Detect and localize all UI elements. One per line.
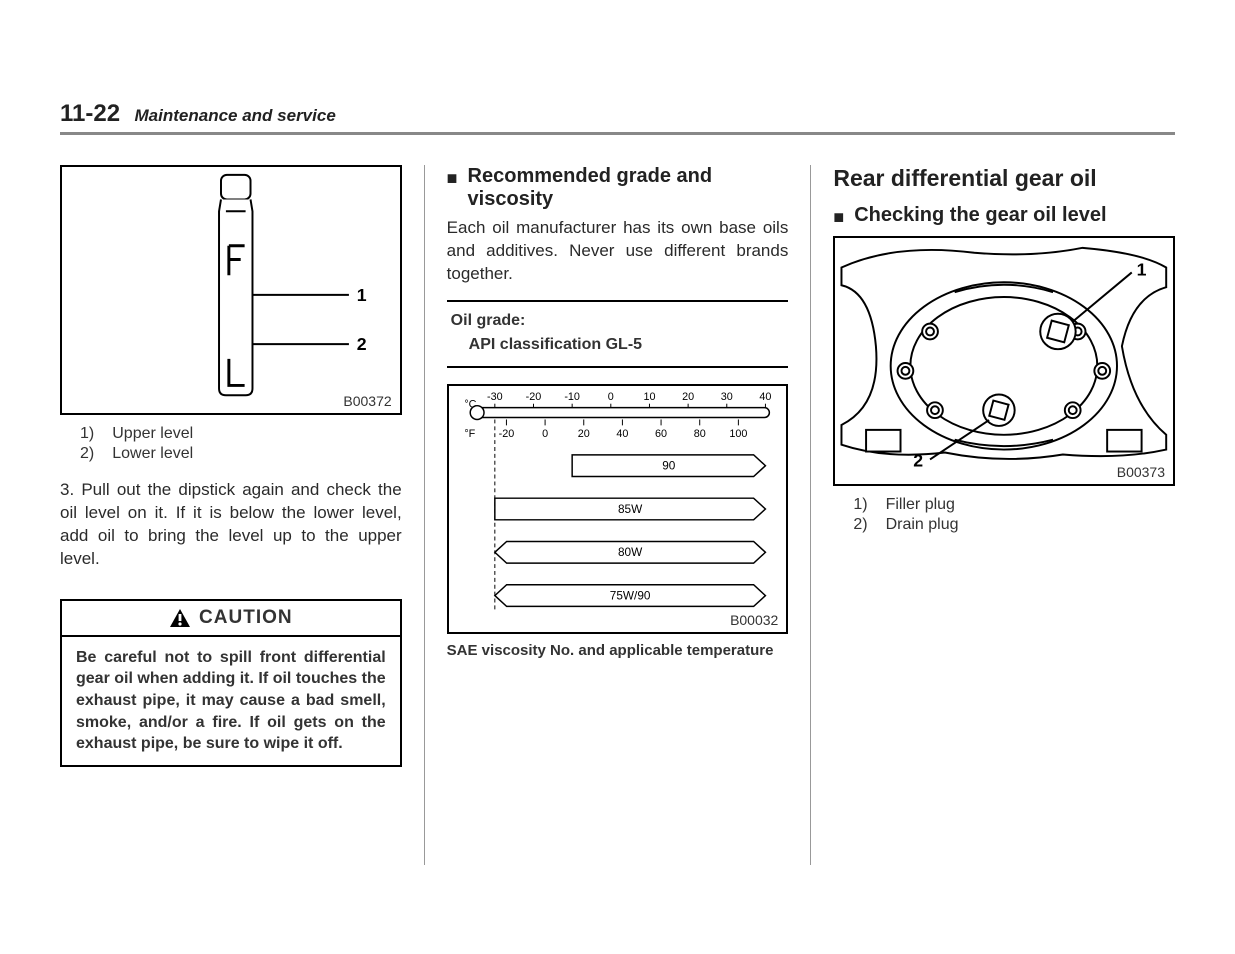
column-divider <box>424 165 425 865</box>
column-2: ■ Recommended grade and viscosity Each o… <box>447 165 789 865</box>
svg-text:2: 2 <box>914 450 924 470</box>
svg-text:°F: °F <box>464 428 475 440</box>
svg-text:40: 40 <box>616 428 628 440</box>
svg-text:40: 40 <box>759 391 771 403</box>
figure-dipstick: 1 2 B00372 <box>60 165 402 415</box>
column-divider <box>810 165 811 865</box>
subheading-grade: ■ Recommended grade and viscosity <box>447 165 789 211</box>
legend-num: 2) <box>80 445 94 463</box>
figure-differential: 1 2 B00373 <box>833 236 1175 486</box>
legend-num: 1) <box>80 425 94 443</box>
caution-box: CAUTION Be careful not to spill front di… <box>60 599 402 767</box>
page-number: 11-22 <box>60 100 120 127</box>
subheading-text: Recommended grade and viscosity <box>468 165 789 211</box>
column-1: 1 2 B00372 1) Upper level 2) Lower level… <box>60 165 402 865</box>
dipstick-legend: 1) Upper level 2) Lower level <box>80 425 402 463</box>
svg-text:-20: -20 <box>525 391 541 403</box>
figure-code: B00373 <box>1117 464 1165 480</box>
oil-grade-box: Oil grade: API classification GL-5 <box>447 300 789 368</box>
svg-text:20: 20 <box>577 428 589 440</box>
legend-text: Upper level <box>112 425 193 443</box>
caution-header: CAUTION <box>62 601 400 637</box>
svg-text:60: 60 <box>655 428 667 440</box>
caution-label: CAUTION <box>199 607 293 629</box>
grade-paragraph: Each oil manufacturer has its own base o… <box>447 217 789 286</box>
svg-text:-10: -10 <box>564 391 580 403</box>
square-bullet-icon: ■ <box>833 204 844 230</box>
svg-text:20: 20 <box>682 391 694 403</box>
chart-caption: SAE viscosity No. and applicable tempera… <box>447 642 789 659</box>
legend-text: Drain plug <box>886 516 959 534</box>
dipstick-svg: 1 2 <box>62 167 400 413</box>
differential-legend: 1) Filler plug 2) Drain plug <box>853 496 1175 534</box>
svg-text:°C: °C <box>464 398 476 410</box>
figure-code: B00032 <box>730 612 778 628</box>
legend-num: 1) <box>853 496 867 514</box>
subheading-text: Checking the gear oil level <box>854 204 1106 227</box>
caution-icon <box>169 608 191 628</box>
main-heading: Rear differential gear oil <box>833 165 1175 192</box>
svg-text:30: 30 <box>720 391 732 403</box>
svg-text:0: 0 <box>542 428 548 440</box>
grade-value: API classification GL-5 <box>469 336 785 354</box>
square-bullet-icon: ■ <box>447 165 458 191</box>
viscosity-chart-svg: °C -30 -20 -10 0 10 20 30 40 °F -20 0 20 40 60 80 100 90 8… <box>449 386 787 632</box>
column-3: Rear differential gear oil ■ Checking th… <box>833 165 1175 865</box>
svg-text:100: 100 <box>729 428 747 440</box>
subheading-check: ■ Checking the gear oil level <box>833 204 1175 230</box>
svg-text:0: 0 <box>607 391 613 403</box>
legend-text: Lower level <box>112 445 193 463</box>
figure-viscosity-chart: °C -30 -20 -10 0 10 20 30 40 °F -20 0 20 40 60 80 100 90 8… <box>447 384 789 634</box>
svg-text:1: 1 <box>1137 259 1147 279</box>
section-title: Maintenance and service <box>135 106 336 125</box>
svg-text:85W: 85W <box>618 502 643 516</box>
figure-code: B00372 <box>343 393 391 409</box>
svg-text:2: 2 <box>357 334 367 354</box>
svg-text:80: 80 <box>693 428 705 440</box>
grade-label: Oil grade: <box>451 312 785 330</box>
svg-text:10: 10 <box>643 391 655 403</box>
svg-text:1: 1 <box>357 285 367 305</box>
legend-row: 2) Drain plug <box>853 516 1175 534</box>
legend-text: Filler plug <box>886 496 955 514</box>
content-columns: 1 2 B00372 1) Upper level 2) Lower level… <box>60 165 1175 865</box>
page-header: 11-22 Maintenance and service <box>60 100 1175 135</box>
differential-svg: 1 2 <box>835 238 1173 484</box>
legend-num: 2) <box>853 516 867 534</box>
svg-text:90: 90 <box>662 458 676 472</box>
svg-text:80W: 80W <box>618 545 643 559</box>
svg-text:-30: -30 <box>487 391 503 403</box>
svg-text:75W/90: 75W/90 <box>609 588 650 602</box>
svg-text:-20: -20 <box>498 428 514 440</box>
legend-row: 2) Lower level <box>80 445 402 463</box>
step-text: 3. Pull out the dipstick again and check… <box>60 479 402 571</box>
legend-row: 1) Upper level <box>80 425 402 443</box>
caution-body: Be careful not to spill front differenti… <box>62 637 400 765</box>
legend-row: 1) Filler plug <box>853 496 1175 514</box>
